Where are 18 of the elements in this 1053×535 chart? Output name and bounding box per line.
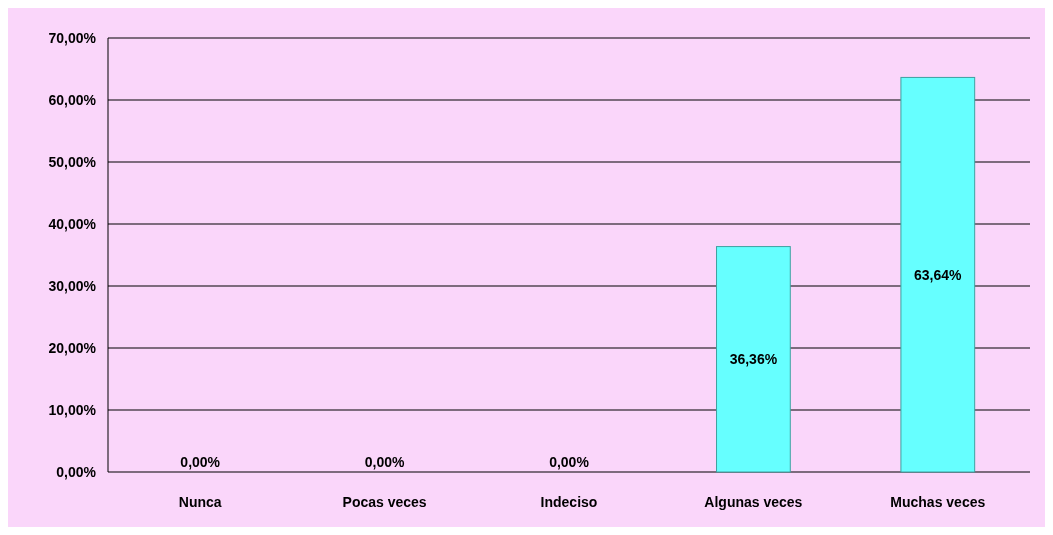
y-tick-label: 30,00% [48,277,97,294]
y-tick-label: 70,00% [48,29,97,46]
data-label: 36,36% [729,351,778,368]
y-tick-label: 0,00% [56,463,97,480]
x-tick-label: Algunas veces [704,494,803,510]
x-tick-label: Nunca [178,494,222,510]
data-label: 63,64% [914,266,963,283]
data-label: 0,00% [180,453,221,470]
y-tick-label: 20,00% [48,339,97,356]
y-tick-label: 40,00% [48,215,97,232]
data-label: 0,00% [364,453,405,470]
y-tick-label: 50,00% [48,153,97,170]
x-tick-label: Indeciso [540,494,598,510]
x-tick-label: Pocas veces [342,494,427,510]
y-tick-label: 60,00% [48,91,97,108]
x-tick-label: Muchas veces [890,494,986,510]
data-label: 0,00% [549,453,590,470]
y-tick-label: 10,00% [48,401,97,418]
